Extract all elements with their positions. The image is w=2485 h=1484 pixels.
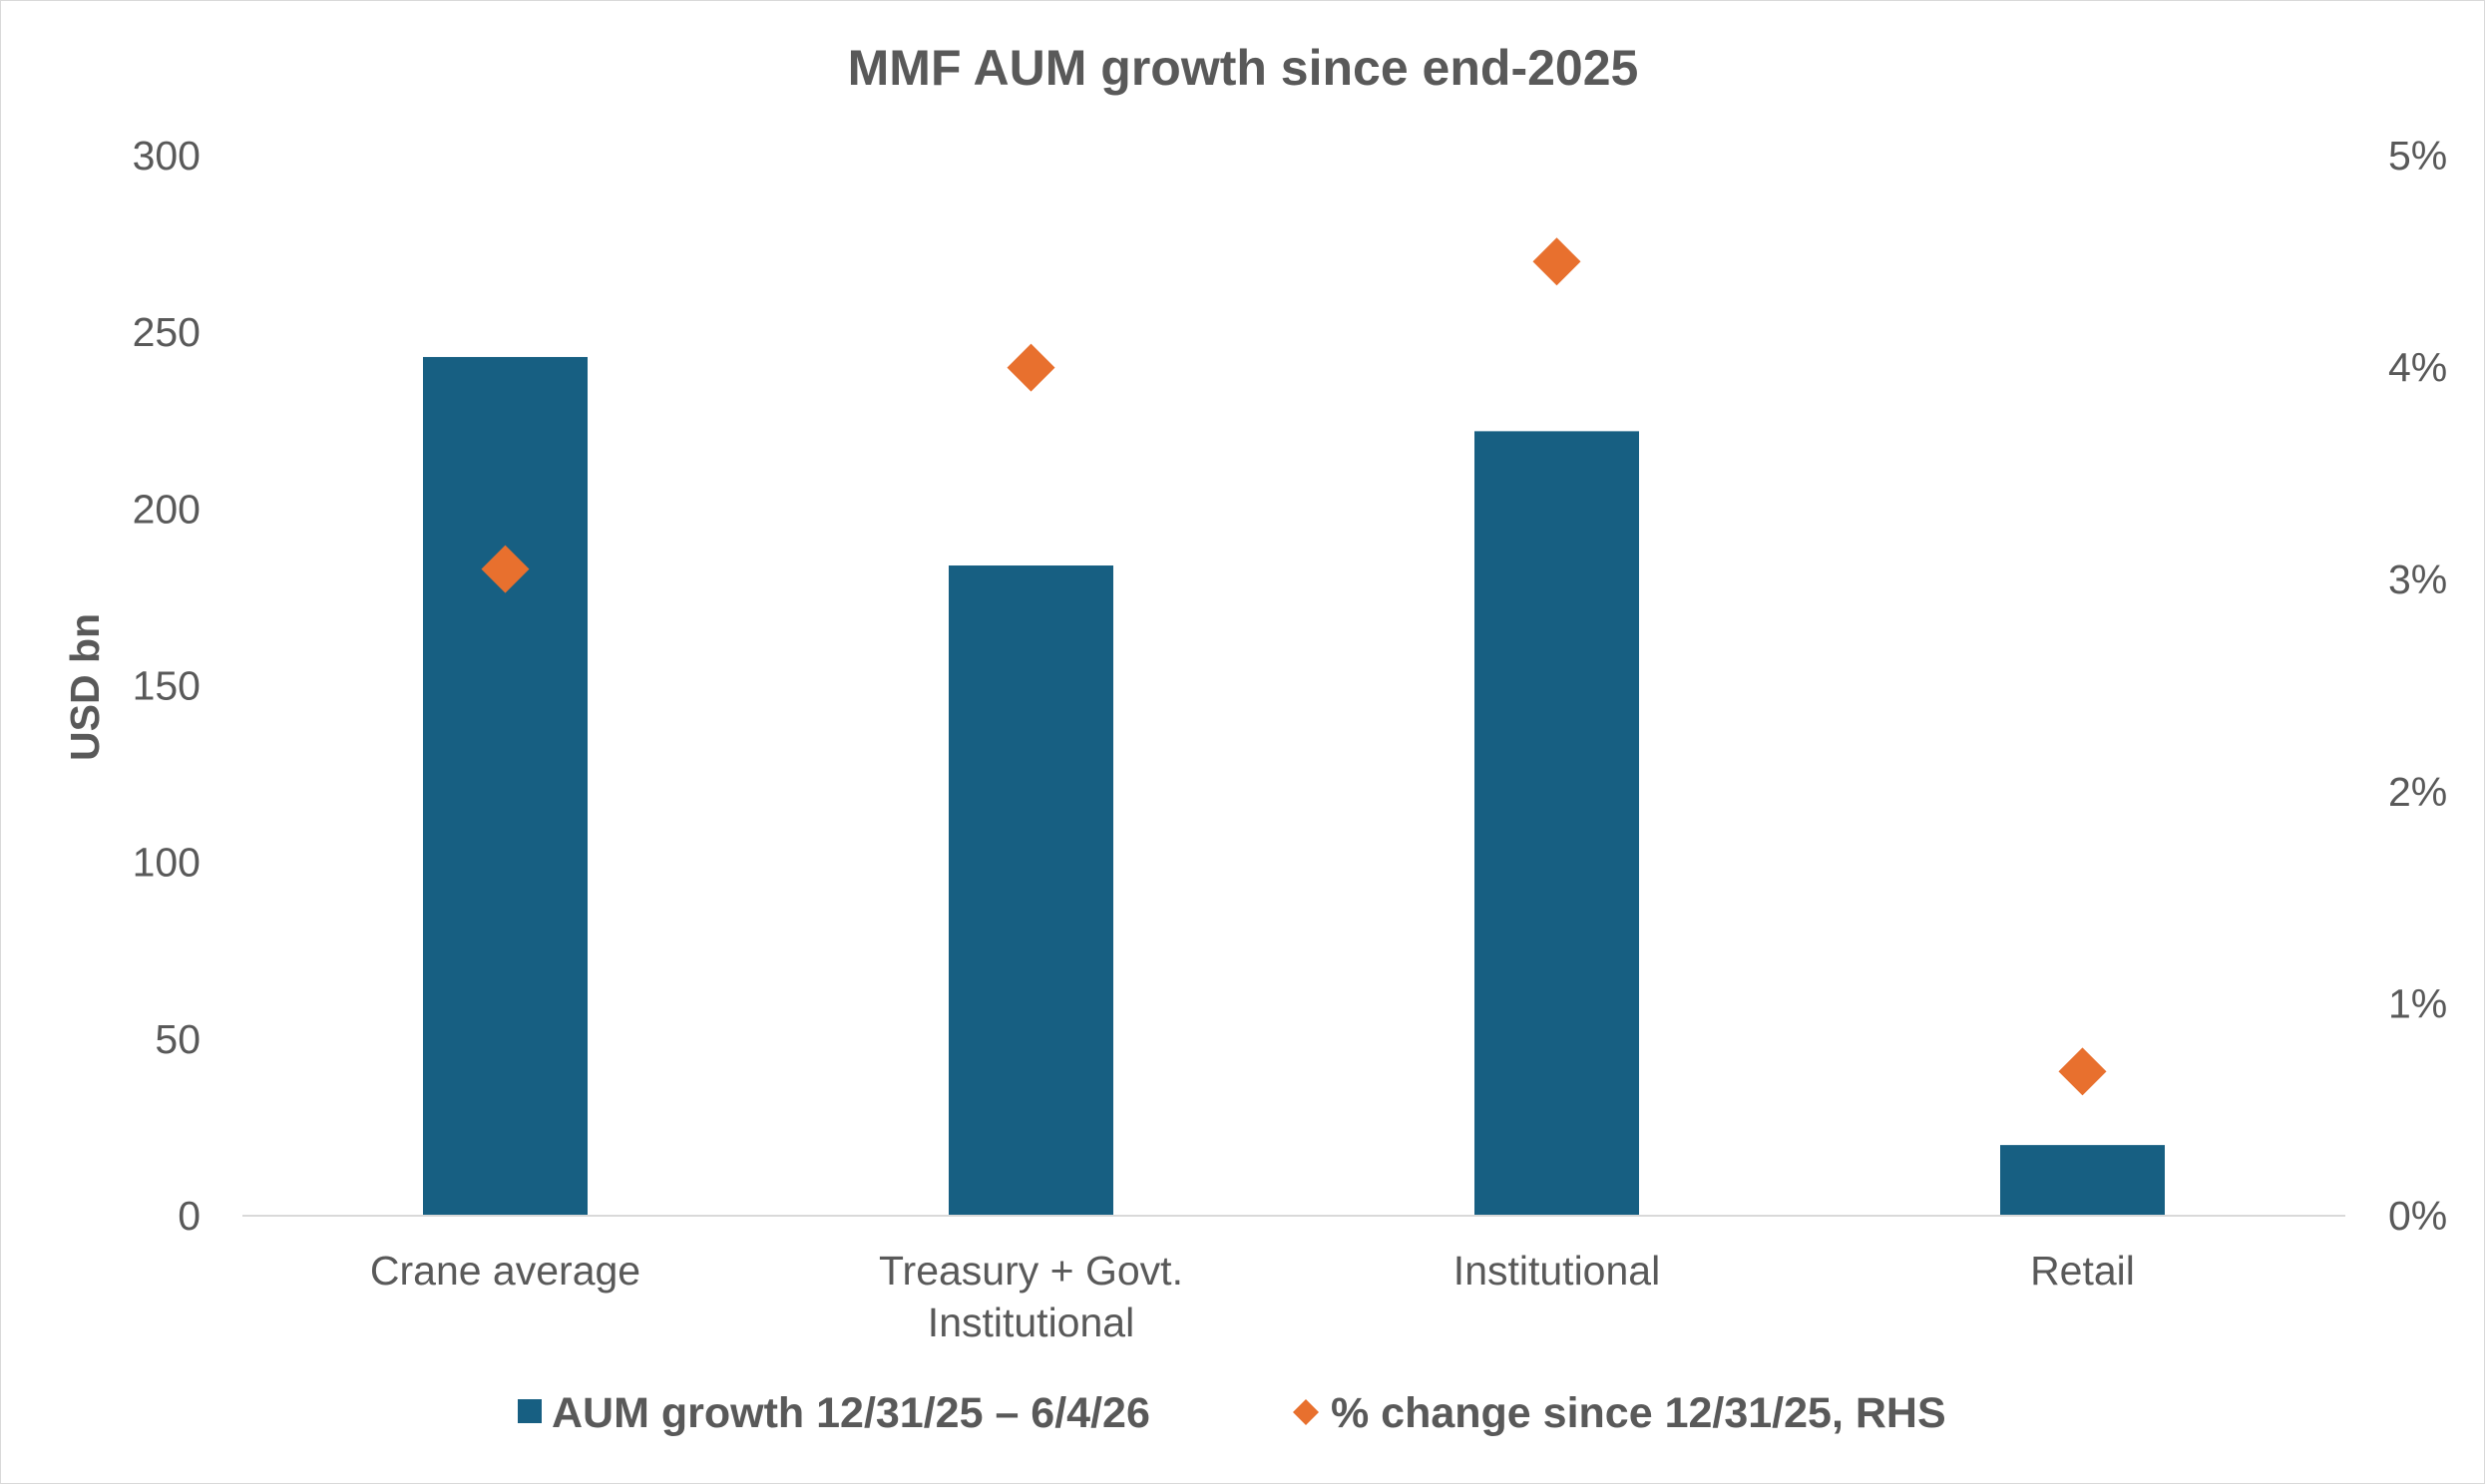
x-tick-label: Institutional bbox=[928, 1299, 1134, 1345]
y-tick-label: 200 bbox=[133, 486, 201, 532]
y-tick-label: 300 bbox=[133, 133, 201, 179]
bar bbox=[1474, 431, 1639, 1216]
legend-bar-label: AUM growth 12/31/25 – 6/4/26 bbox=[552, 1389, 1150, 1437]
y-tick-label: 150 bbox=[133, 663, 201, 709]
y2-tick-label: 1% bbox=[2388, 980, 2447, 1026]
diamond-marker bbox=[1007, 343, 1055, 392]
y2-tick-label: 2% bbox=[2388, 769, 2447, 815]
x-tick-label: Treasury + Govt. bbox=[879, 1248, 1183, 1294]
plot-area: 0 50 100 150 200 250 300 0% 1% 2% 3% 4% 5% Crane aver… bbox=[133, 133, 2448, 1345]
legend-diamond-label: % change since 12/31/25, RHS bbox=[1331, 1389, 1946, 1437]
y-tick-label: 50 bbox=[155, 1016, 201, 1062]
y-tick-label: 0 bbox=[178, 1193, 201, 1239]
x-tick-label: Retail bbox=[2030, 1248, 2135, 1294]
chart-title: MMF AUM growth since end-2025 bbox=[848, 40, 1639, 96]
y2-tick-label: 4% bbox=[2388, 345, 2447, 391]
bar bbox=[949, 565, 1113, 1216]
diamond-marker bbox=[1532, 237, 1581, 286]
x-tick-label: Crane average bbox=[370, 1248, 640, 1294]
y-axis-title: USD bn bbox=[62, 613, 108, 761]
diamond-marker bbox=[481, 545, 530, 593]
legend-bar-swatch bbox=[518, 1399, 542, 1423]
diamond-marker bbox=[2058, 1047, 2107, 1096]
y-tick-label: 100 bbox=[133, 840, 201, 886]
bar bbox=[2000, 1145, 2165, 1216]
x-tick-label: Institutional bbox=[1453, 1248, 1660, 1294]
bar bbox=[423, 356, 588, 1217]
legend: AUM growth 12/31/25 – 6/4/26 % change si… bbox=[518, 1389, 1946, 1437]
legend-diamond-swatch bbox=[1293, 1399, 1319, 1425]
y2-tick-label: 5% bbox=[2388, 133, 2447, 179]
y2-tick-label: 3% bbox=[2388, 556, 2447, 602]
y-tick-label: 250 bbox=[133, 309, 201, 355]
y2-tick-label: 0% bbox=[2388, 1193, 2447, 1239]
